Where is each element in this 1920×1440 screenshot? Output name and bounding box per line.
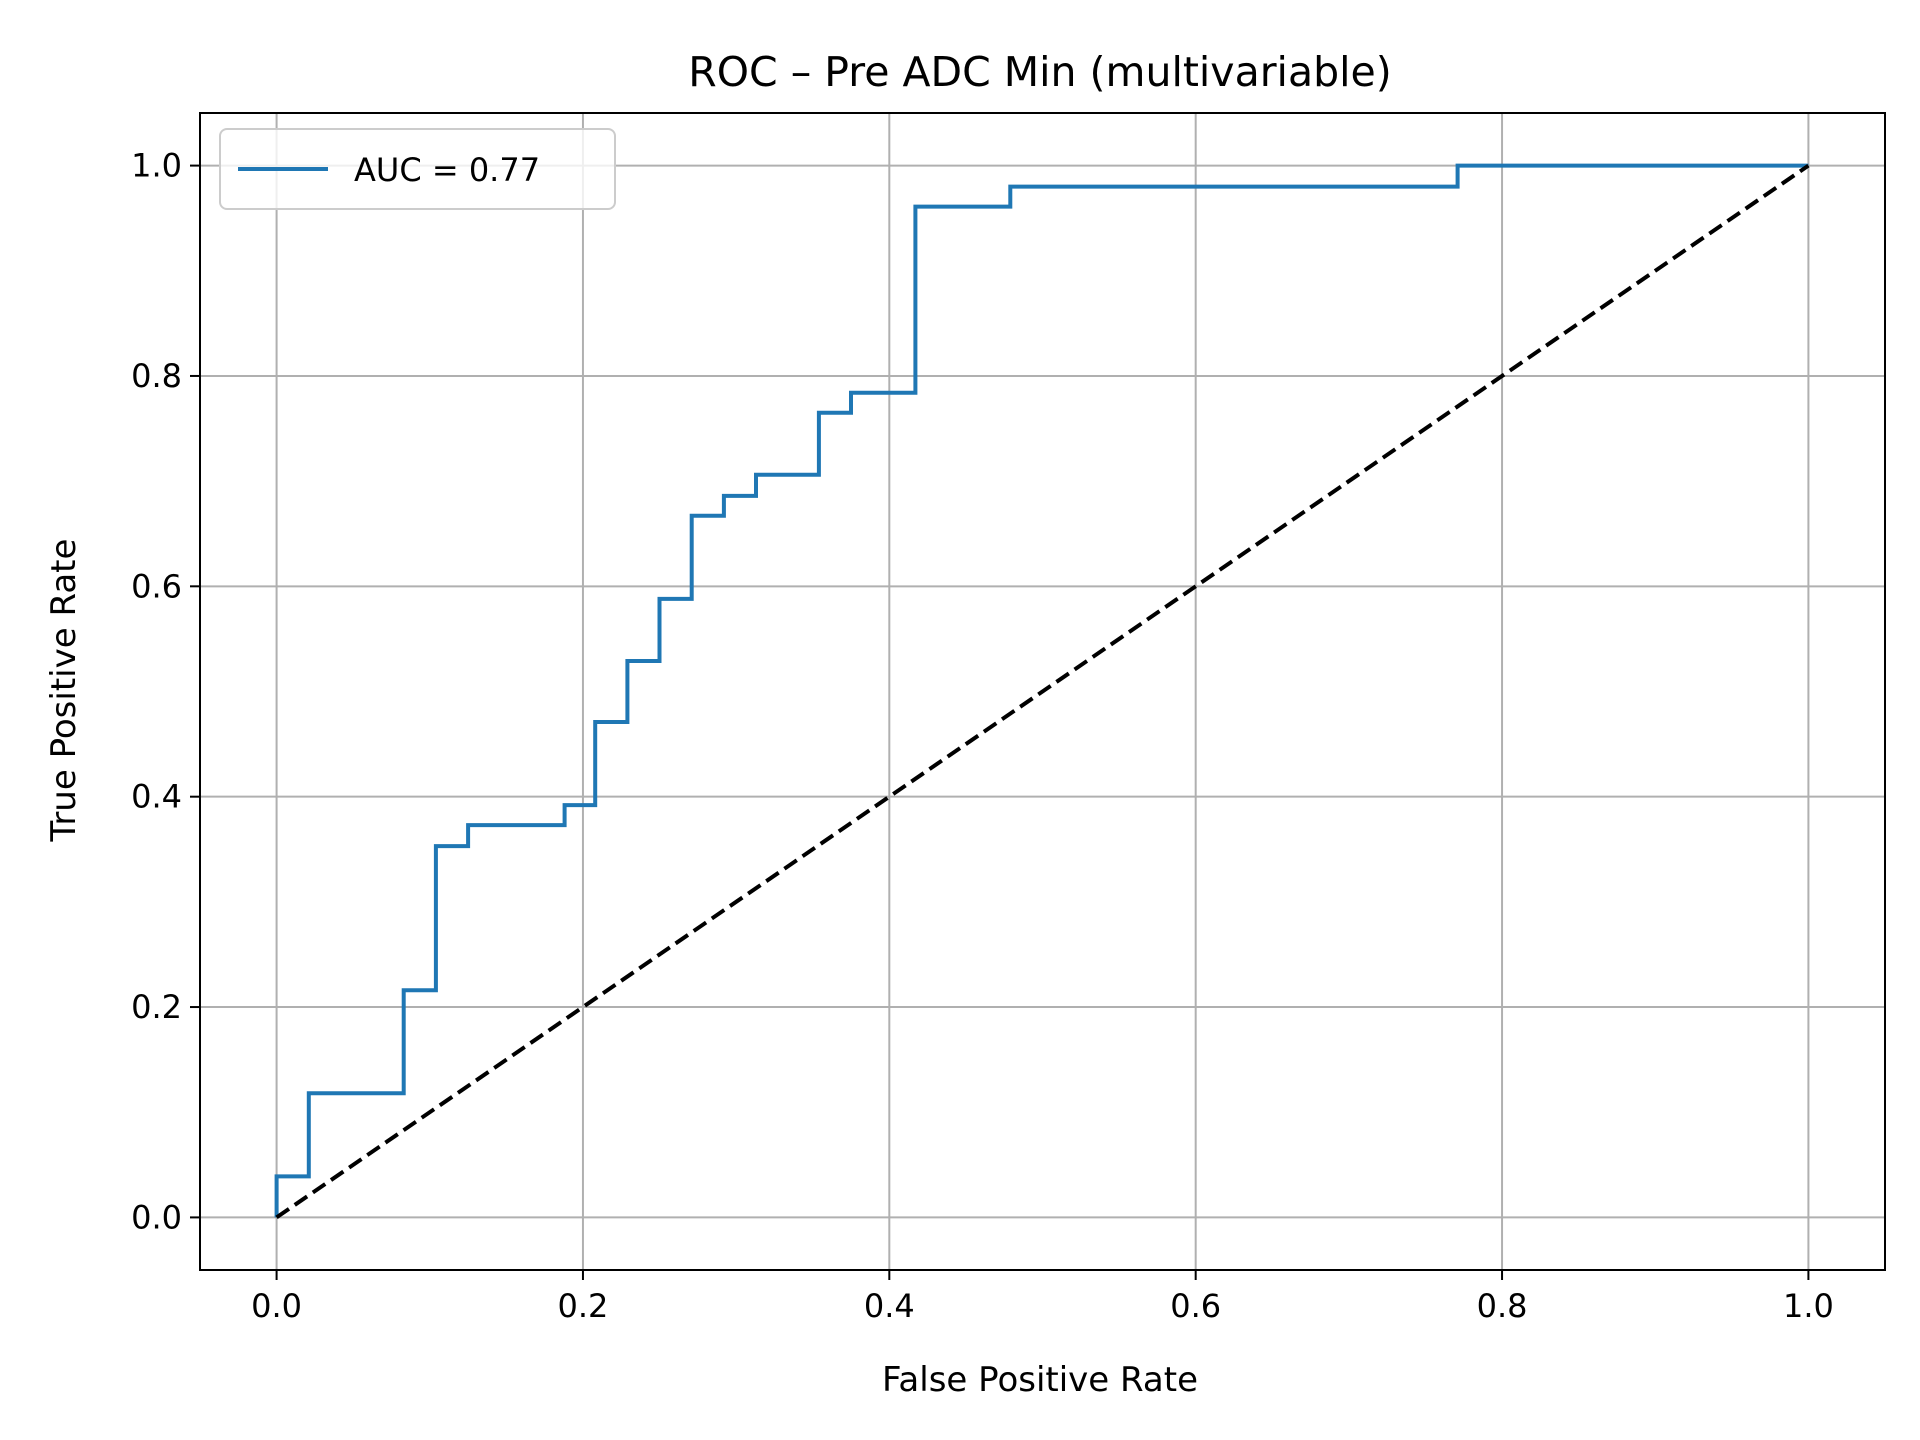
y-tick-label: 0.2: [131, 988, 182, 1026]
y-tick-label: 0.0: [131, 1198, 182, 1236]
x-tick-label: 0.2: [558, 1287, 609, 1325]
y-tick-label: 1.0: [131, 147, 182, 185]
x-tick-label: 0.0: [251, 1287, 302, 1325]
x-tick-label: 1.0: [1783, 1287, 1834, 1325]
roc-curve-line: [274, 163, 1809, 1218]
y-axis-label: True Positive Rate: [44, 539, 84, 843]
chart-title: ROC – Pre ADC Min (multivariable): [688, 48, 1391, 96]
legend-box: [219, 128, 616, 210]
x-tick-label: 0.8: [1477, 1287, 1528, 1325]
legend-label-roc: AUC = 0.77: [354, 151, 540, 189]
x-tick-label: 0.4: [864, 1287, 915, 1325]
x-tick-label: 0.6: [1170, 1287, 1221, 1325]
chance-diagonal-line: [275, 163, 1810, 1220]
plot-frame: [199, 112, 1886, 1271]
x-axis-label: False Positive Rate: [882, 1360, 1198, 1400]
axis-ticks: 0.0 0.2 0.4 0.6 0.8 1.0 0.0 0.2 0.4 0.6 0.8 1.0: [131, 147, 1834, 1325]
y-tick-label: 0.4: [131, 778, 182, 816]
series-layer: [274, 163, 1810, 1220]
y-tick-label: 0.6: [131, 567, 182, 605]
y-tick-label: 0.8: [131, 357, 182, 395]
legend: AUC = 0.77: [219, 128, 616, 210]
